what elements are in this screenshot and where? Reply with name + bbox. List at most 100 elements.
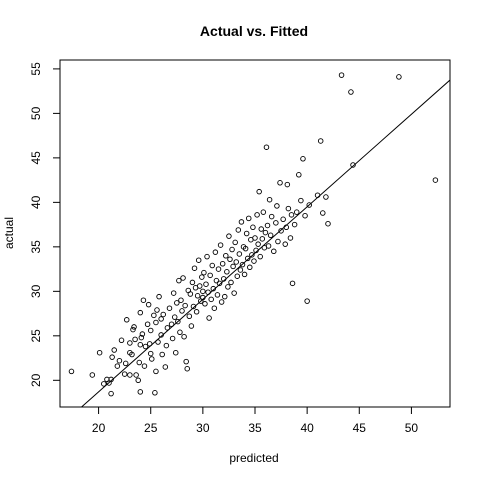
data-point [129,351,135,358]
y-axis-label: actual [2,217,16,249]
data-point [280,216,286,223]
data-point [130,326,136,333]
data-point [274,203,280,209]
data-point [396,74,402,80]
data-point [190,303,197,310]
plot-frame [59,59,451,408]
data-point [132,336,138,343]
data-point [156,293,162,300]
x-tick-label: 35 [248,421,262,435]
data-point [238,219,245,225]
data-point [145,301,152,308]
x-tick-label: 20 [92,421,106,435]
data-point [152,390,158,396]
data-point [228,279,234,286]
data-point [227,256,233,263]
data-point [89,372,96,378]
data-point [176,277,182,284]
data-point [163,342,170,349]
data-point [135,377,141,384]
data-point [159,351,165,358]
data-point [239,261,246,268]
data-point [226,233,232,239]
data-point [432,177,439,183]
data-point [131,324,137,330]
x-tick-label: 45 [353,421,367,435]
data-point [154,307,160,313]
data-point [153,368,159,375]
data-point [158,316,164,322]
data-point [271,248,277,255]
data-point [207,272,213,279]
data-point [338,72,345,78]
data-point [139,331,146,337]
data-point [196,283,203,289]
data-point [323,194,329,200]
data-point [263,144,270,150]
y-tick-label: 50 [29,106,43,120]
data-point [186,313,193,319]
data-point [289,280,296,287]
data-point [259,236,266,242]
data-point [137,341,144,348]
data-point [184,365,190,372]
data-point [282,241,288,247]
data-point [306,202,312,208]
y-tick-label: 45 [29,151,43,165]
data-point [219,261,226,267]
data-point [224,269,230,275]
data-point [258,226,265,232]
data-point [114,363,121,369]
data-point [177,329,183,336]
data-point [201,269,207,276]
data-point [174,300,180,306]
data-point [122,360,129,367]
data-point [223,252,229,259]
data-point [237,267,244,273]
data-point [109,354,115,360]
data-point [144,321,151,328]
data-point [255,241,261,247]
data-point [213,277,220,284]
data-point [325,220,331,227]
data-point [178,297,184,303]
data-point [314,192,321,198]
data-point [147,350,154,357]
data-point [320,210,326,216]
data-point [142,343,149,350]
x-axis: 20 25 30 35 40 45 50 [92,406,418,435]
data-point [317,138,324,144]
data-point [348,89,354,95]
data-point [118,337,125,344]
data-point [166,305,173,311]
data-point [291,221,298,228]
data-point [302,212,308,219]
chart-title: Actual vs. Fitted [200,23,308,39]
data-point [235,227,242,233]
data-point [172,349,179,356]
data-point [206,315,212,321]
data-point [127,372,133,378]
data-point [304,298,310,304]
data-point [217,242,224,248]
data-point [180,275,186,281]
data-point [268,213,275,220]
data-point [298,197,304,204]
data-point [209,262,215,269]
data-point [288,212,295,218]
data-point [241,271,248,278]
y-tick-label: 20 [29,373,43,387]
data-point [96,349,103,356]
data-point [234,273,241,279]
data-point [215,266,222,272]
data-point [243,230,250,237]
data-point [164,325,171,331]
data-point [229,246,235,253]
data-point [208,296,214,303]
data-point [247,264,253,271]
data-point [171,314,178,320]
data-point [137,389,144,395]
data-point [230,263,236,270]
data-point [284,181,291,188]
